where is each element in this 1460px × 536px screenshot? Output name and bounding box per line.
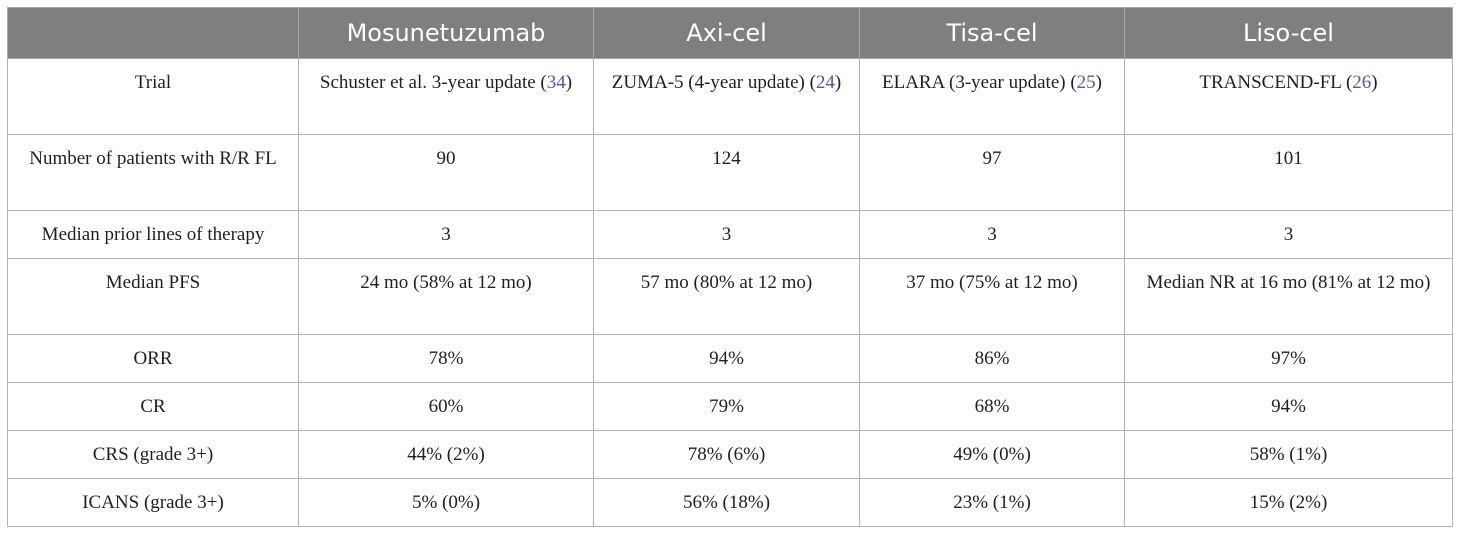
header-row: Mosunetuzumab Axi-cel Tisa-cel Liso-cel	[7, 7, 1453, 59]
table-cell: 94%	[1124, 382, 1453, 431]
table-cell: 49% (0%)	[859, 430, 1125, 479]
reference-link[interactable]: 26	[1352, 72, 1372, 93]
table-cell: 3	[859, 210, 1125, 259]
table-cell: 90	[298, 134, 594, 211]
table-cell: 86%	[859, 334, 1125, 383]
table-cell: 97	[859, 134, 1125, 211]
row-label: Number of patients with R/R FL	[7, 134, 299, 211]
table-cell: 5% (0%)	[298, 478, 594, 527]
row-label: ICANS (grade 3+)	[7, 478, 299, 527]
table-cell: 37 mo (75% at 12 mo)	[859, 258, 1125, 335]
cell-text-after: )	[565, 72, 573, 93]
table-cell: 3	[1124, 210, 1453, 259]
table-cell: 58% (1%)	[1124, 430, 1453, 479]
table-row-icans: ICANS (grade 3+) 5% (0%) 56% (18%) 23% (…	[7, 478, 1453, 527]
row-label: Median prior lines of therapy	[7, 210, 299, 259]
table-cell: 124	[593, 134, 860, 211]
row-label: CRS (grade 3+)	[7, 430, 299, 479]
table-cell: 60%	[298, 382, 594, 431]
table-cell: 23% (1%)	[859, 478, 1125, 527]
table-cell: 94%	[593, 334, 860, 383]
table-row-patients: Number of patients with R/R FL 90 124 97…	[7, 134, 1453, 211]
table-row-cr: CR 60% 79% 68% 94%	[7, 382, 1453, 431]
header-mosunetuzumab: Mosunetuzumab	[298, 7, 594, 59]
table-cell: 56% (18%)	[593, 478, 860, 527]
table-row-prior-lines: Median prior lines of therapy 3 3 3 3	[7, 210, 1453, 259]
header-blank	[7, 7, 299, 59]
cell-text: ELARA (3-year update) (	[881, 72, 1077, 93]
table-cell: 78% (6%)	[593, 430, 860, 479]
table-cell: Schuster et al. 3-year update (34)	[298, 58, 594, 135]
table-cell: 68%	[859, 382, 1125, 431]
row-label: Trial	[7, 58, 299, 135]
reference-link[interactable]: 34	[546, 72, 566, 93]
table-cell: TRANSCEND-FL (26)	[1124, 58, 1453, 135]
table-cell: 44% (2%)	[298, 430, 594, 479]
table-cell: 24 mo (58% at 12 mo)	[298, 258, 594, 335]
table-cell: Median NR at 16 mo (81% at 12 mo)	[1124, 258, 1453, 335]
table-row-median-pfs: Median PFS 24 mo (58% at 12 mo) 57 mo (8…	[7, 258, 1453, 335]
table-cell: 78%	[298, 334, 594, 383]
table-cell: ZUMA-5 (4-year update) (24)	[593, 58, 860, 135]
cell-text-after: )	[1371, 72, 1378, 93]
comparison-table-container: Mosunetuzumab Axi-cel Tisa-cel Liso-cel …	[7, 7, 1453, 527]
row-label: ORR	[7, 334, 299, 383]
cell-text-after: )	[834, 72, 842, 93]
cell-text: TRANSCEND-FL (	[1199, 72, 1353, 93]
table-cell: 57 mo (80% at 12 mo)	[593, 258, 860, 335]
table-cell: 3	[298, 210, 594, 259]
table-row-crs: CRS (grade 3+) 44% (2%) 78% (6%) 49% (0%…	[7, 430, 1453, 479]
table-row-trial: Trial Schuster et al. 3-year update (34)…	[7, 58, 1453, 135]
table-cell: 79%	[593, 382, 860, 431]
table-cell: 3	[593, 210, 860, 259]
table-cell: 15% (2%)	[1124, 478, 1453, 527]
cell-text-after: )	[1095, 72, 1102, 93]
header-axi-cel: Axi-cel	[593, 7, 860, 59]
table-cell: 97%	[1124, 334, 1453, 383]
table-cell: ELARA (3-year update) (25)	[859, 58, 1125, 135]
row-label: Median PFS	[7, 258, 299, 335]
header-liso-cel: Liso-cel	[1124, 7, 1453, 59]
cell-text: Schuster et al. 3-year update (	[319, 72, 547, 93]
row-label: CR	[7, 382, 299, 431]
table-cell: 101	[1124, 134, 1453, 211]
table-row-orr: ORR 78% 94% 86% 97%	[7, 334, 1453, 383]
reference-link[interactable]: 25	[1076, 72, 1096, 93]
header-tisa-cel: Tisa-cel	[859, 7, 1125, 59]
comparison-table: Mosunetuzumab Axi-cel Tisa-cel Liso-cel …	[7, 7, 1453, 527]
cell-text: ZUMA-5 (4-year update) (	[611, 72, 816, 93]
reference-link[interactable]: 24	[815, 72, 835, 93]
